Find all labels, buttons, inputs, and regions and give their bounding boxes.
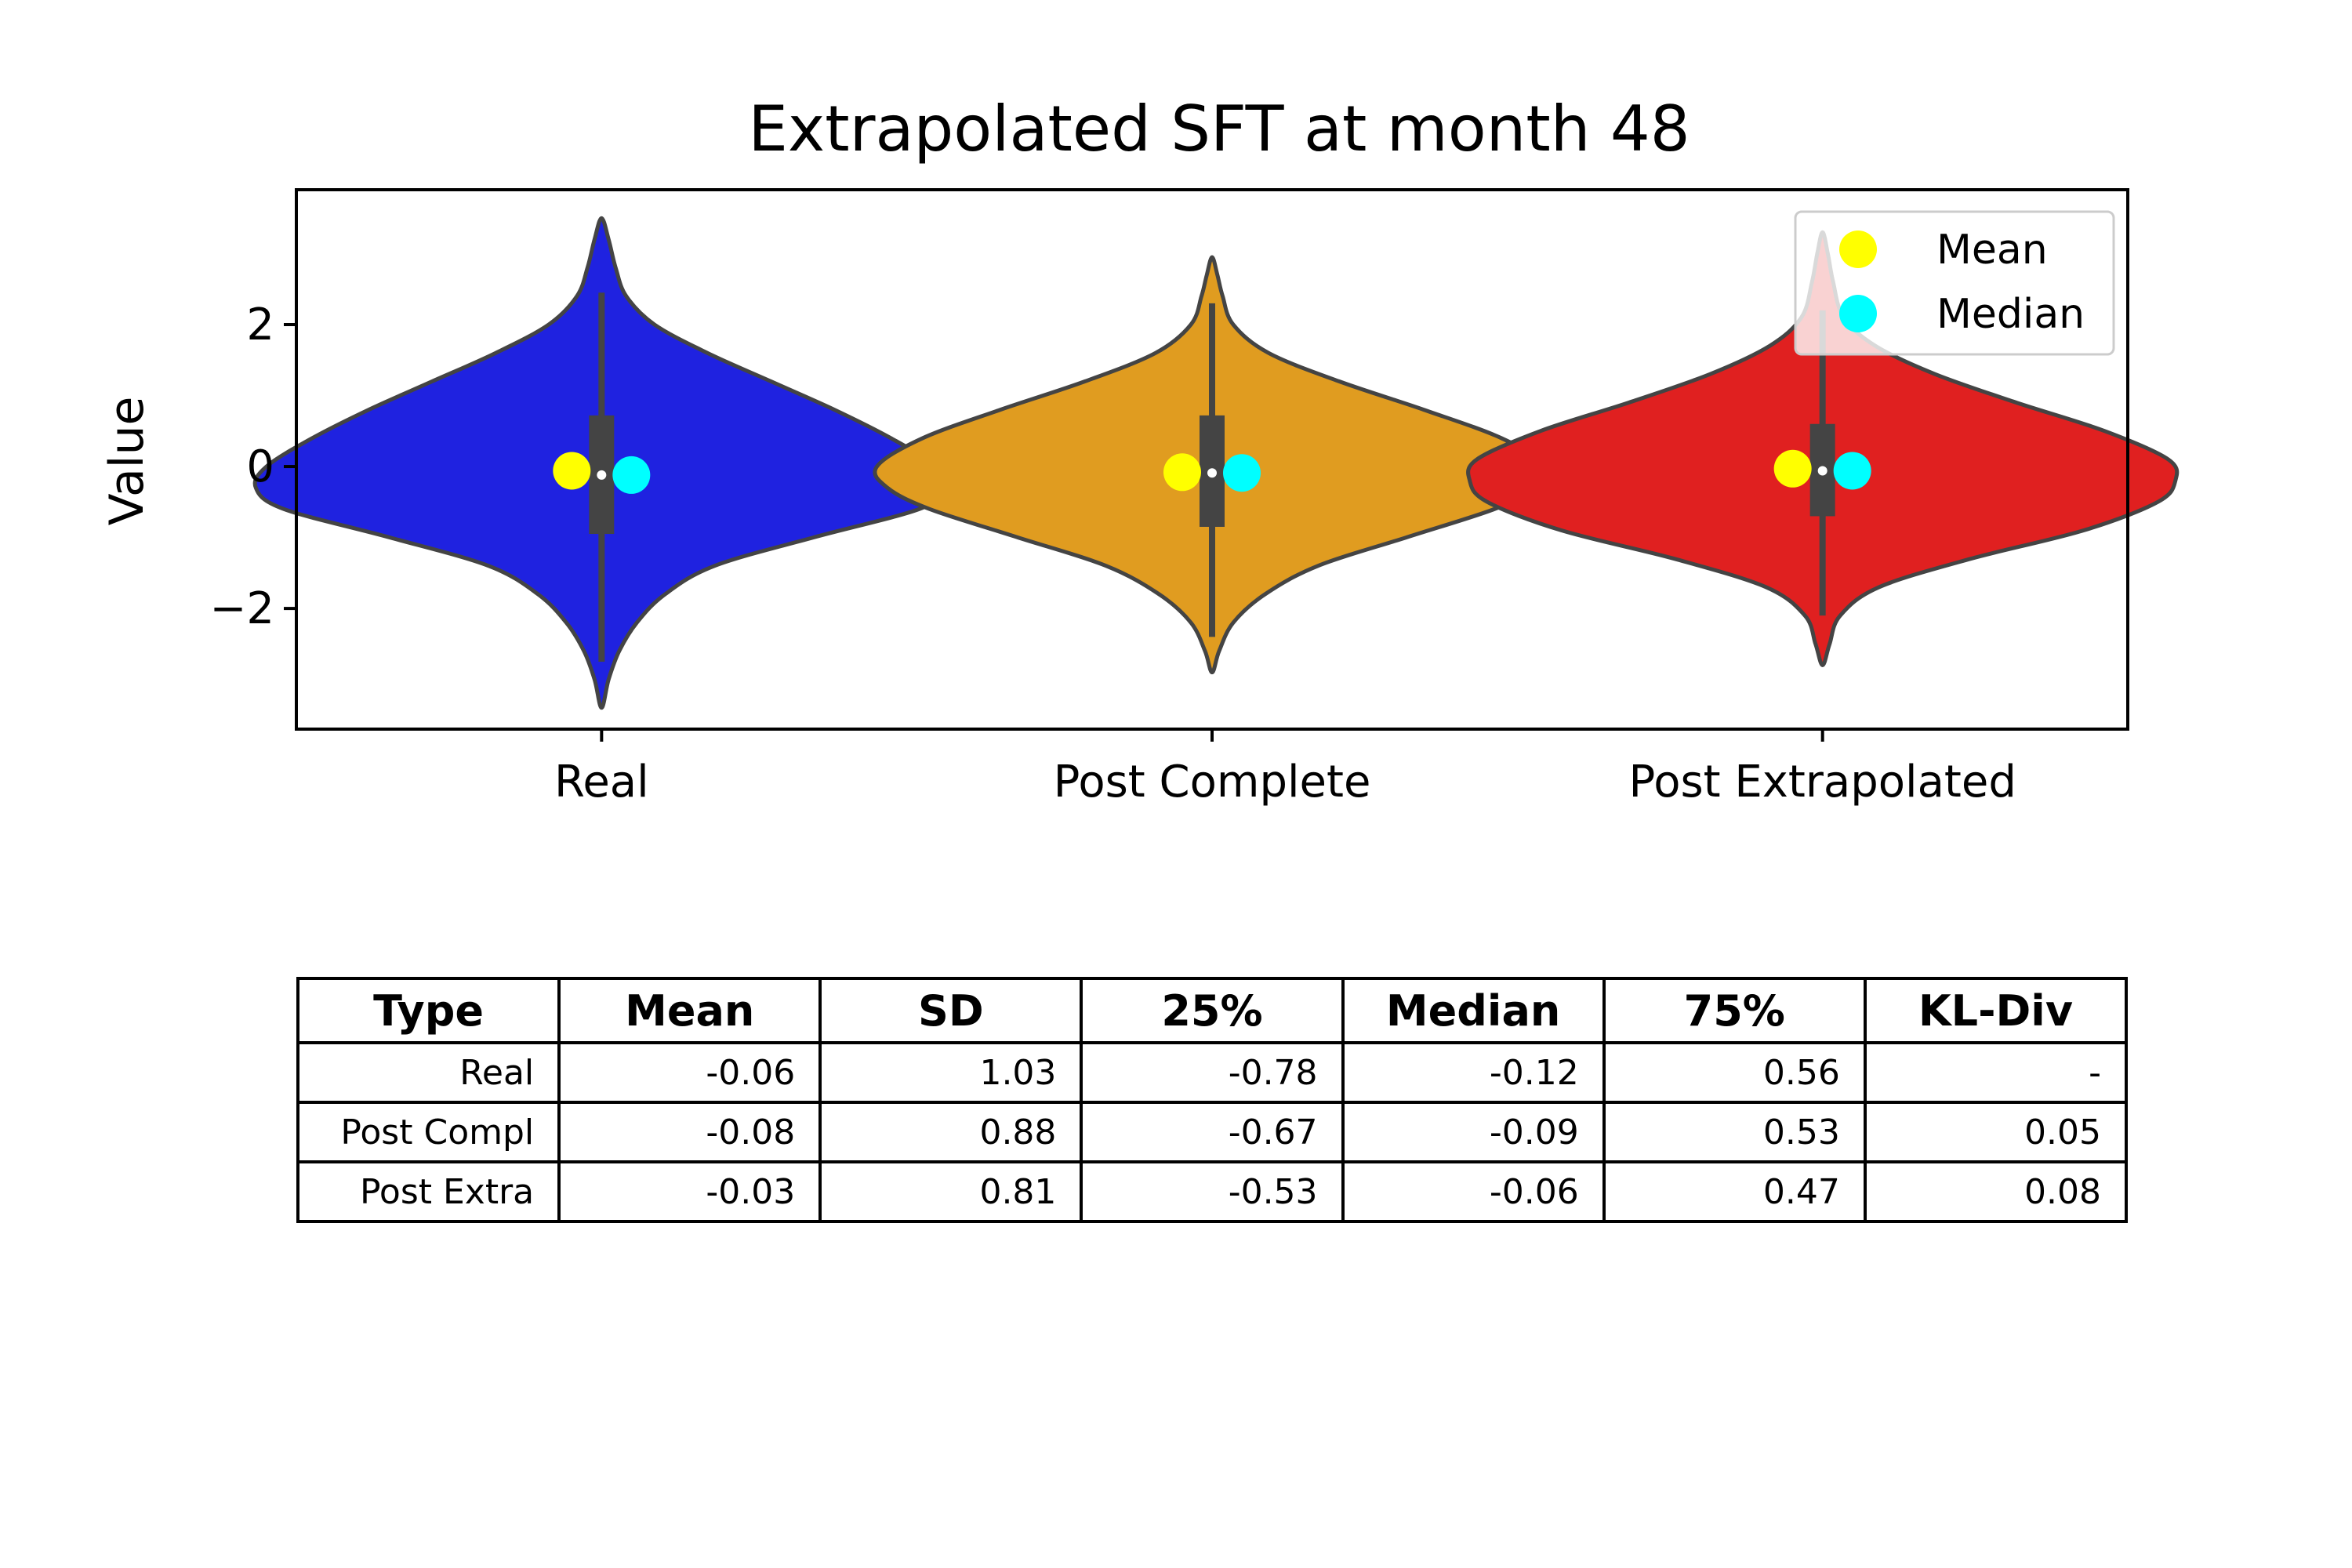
violins xyxy=(252,216,2180,710)
table-cell: -0.03 xyxy=(557,1160,822,1223)
mean-marker xyxy=(1163,453,1201,492)
table-cell: -0.06 xyxy=(557,1041,822,1104)
plot-frame xyxy=(295,188,2129,731)
y-tick-label: −2 xyxy=(209,583,274,634)
table-cell: -0.09 xyxy=(1341,1101,1606,1163)
median-dot xyxy=(1207,468,1217,478)
table-cell: 0.56 xyxy=(1602,1041,1867,1104)
table-header: SD xyxy=(818,977,1083,1044)
table-cell: - xyxy=(1863,1041,2129,1104)
y-axis: −2 0 2 xyxy=(209,299,296,634)
table-cell: Real xyxy=(296,1041,561,1104)
table-row: Post Extra -0.03 0.81 -0.53 -0.06 0.47 0… xyxy=(296,1160,2129,1223)
table-cell: Post Extra xyxy=(296,1160,561,1223)
table-cell: 0.47 xyxy=(1602,1160,1867,1223)
table-header: 25% xyxy=(1080,977,1345,1044)
table-header-row: Type Mean SD 25% Median 75% KL-Div xyxy=(296,977,2129,1044)
table-cell: -0.78 xyxy=(1080,1041,1345,1104)
y-axis-label: Value xyxy=(100,397,154,526)
median-marker xyxy=(1833,452,1871,490)
y-tick-label: 2 xyxy=(246,299,274,350)
table-cell: Post Compl xyxy=(296,1101,561,1163)
x-axis: Real Post Complete Post Extrapolated xyxy=(554,729,2016,808)
legend-marker xyxy=(1839,295,1877,332)
table-cell: 0.08 xyxy=(1863,1160,2129,1223)
violin-1 xyxy=(252,216,950,710)
legend-label: Mean xyxy=(1936,227,2048,274)
table-cell: 0.88 xyxy=(818,1101,1083,1163)
stats-table: Type Mean SD 25% Median 75% KL-Div Real … xyxy=(296,977,2129,1223)
median-dot xyxy=(1817,466,1828,476)
x-tick-label: Post Complete xyxy=(1054,757,1371,808)
median-dot xyxy=(597,470,607,480)
table-cell: 0.05 xyxy=(1863,1101,2129,1163)
violin-2 xyxy=(873,255,1552,675)
table-cell: -0.06 xyxy=(1341,1160,1606,1223)
table-header: Mean xyxy=(557,977,822,1044)
x-tick-label: Real xyxy=(554,757,649,808)
table-cell: -0.67 xyxy=(1080,1101,1345,1163)
table-cell: 0.81 xyxy=(818,1160,1083,1223)
table-cell: -0.53 xyxy=(1080,1160,1345,1223)
table-header: Type xyxy=(296,977,561,1044)
table-header: 75% xyxy=(1602,977,1867,1044)
legend-label: Median xyxy=(1936,291,2085,338)
chart-title: Extrapolated SFT at month 48 xyxy=(748,93,1690,165)
table-header: Median xyxy=(1341,977,1606,1044)
y-tick-label: 0 xyxy=(246,441,274,492)
mean-marker xyxy=(1773,449,1812,488)
table-row: Post Compl -0.08 0.88 -0.67 -0.09 0.53 0… xyxy=(296,1101,2129,1163)
x-tick-label: Post Extrapolated xyxy=(1628,757,2016,808)
mean-marker xyxy=(553,452,591,490)
table-row: Real -0.06 1.03 -0.78 -0.12 0.56 - xyxy=(296,1041,2129,1104)
median-marker xyxy=(612,456,651,494)
median-marker xyxy=(1223,454,1261,492)
legend: Mean Median xyxy=(1794,210,2115,356)
table-cell: 1.03 xyxy=(818,1041,1083,1104)
table-cell: -0.12 xyxy=(1341,1041,1606,1104)
table-cell: 0.53 xyxy=(1602,1101,1867,1163)
legend-marker xyxy=(1839,230,1877,268)
table-header: KL-Div xyxy=(1863,977,2129,1044)
table-cell: -0.08 xyxy=(557,1101,822,1163)
